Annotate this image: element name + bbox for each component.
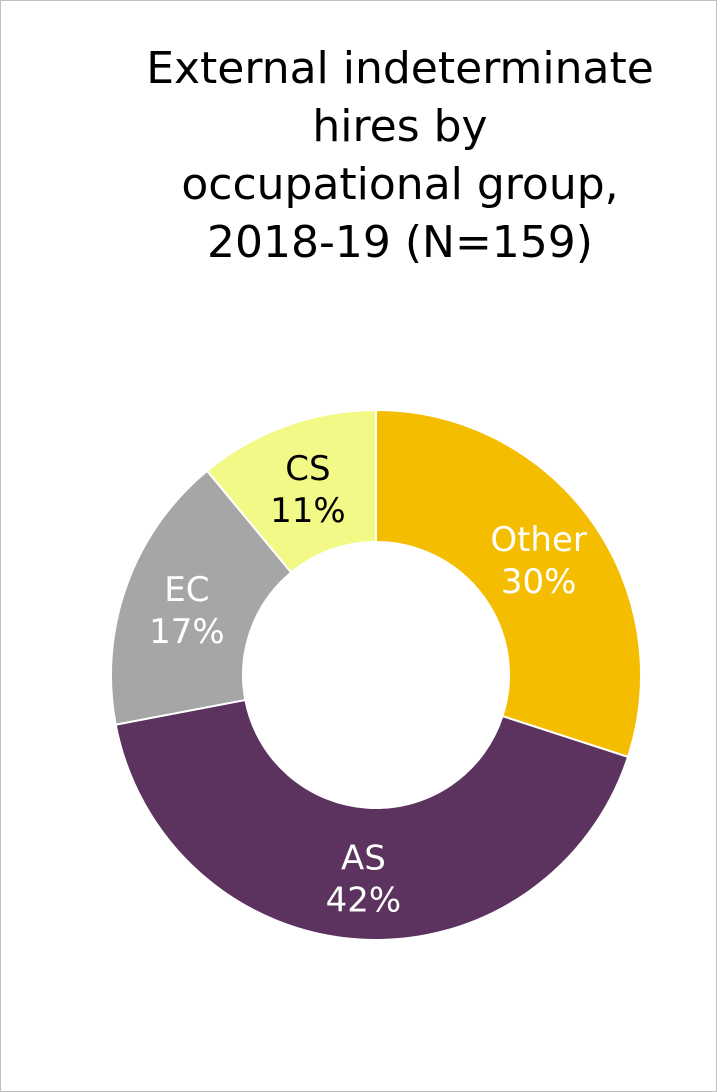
chart-title: External indeterminate hires by occupati…	[80, 40, 717, 272]
slice-value-label: 17%	[149, 612, 225, 652]
slice-as	[114, 698, 630, 941]
slice-category-label: CS	[285, 449, 330, 489]
slice-category-label: AS	[341, 839, 386, 879]
slice-category-label: Other	[490, 520, 587, 560]
slice-value-label: 30%	[501, 562, 577, 602]
chart-title-line-1: External indeterminate	[146, 43, 654, 94]
slice-other	[375, 408, 642, 759]
slice-value-label: 11%	[270, 491, 346, 531]
slice-cs	[205, 408, 377, 574]
slice-ec	[110, 469, 293, 726]
chart-title-line-4: 2018-19 (N=159)	[207, 217, 593, 268]
chart-title-line-3: occupational group,	[181, 159, 619, 210]
slice-value-label: 42%	[326, 881, 402, 921]
chart-title-line-2: hires by	[312, 101, 488, 152]
slice-category-label: EC	[164, 570, 209, 610]
